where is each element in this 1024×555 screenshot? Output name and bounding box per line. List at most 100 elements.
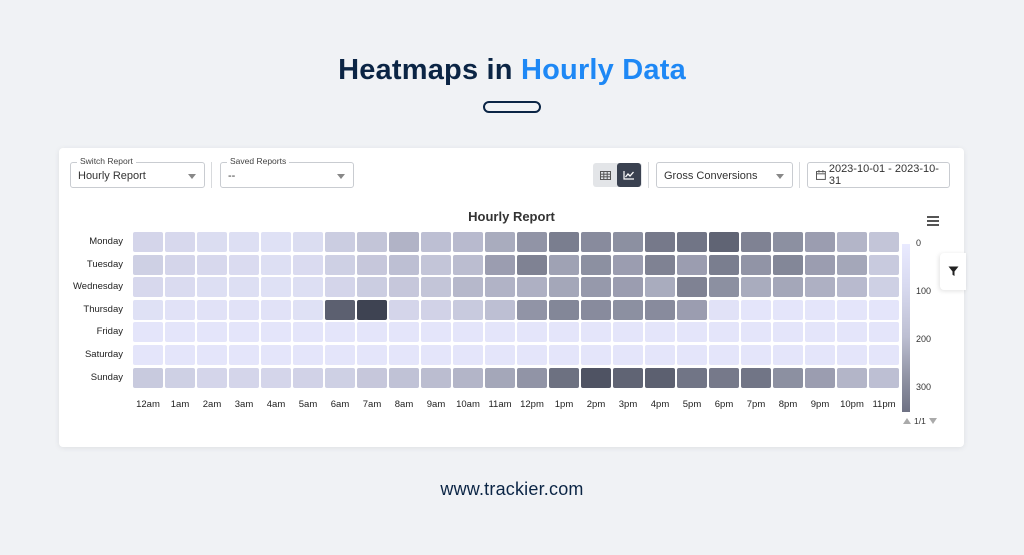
- heatmap-cell[interactable]: [293, 344, 323, 365]
- heatmap-cell[interactable]: [613, 299, 643, 320]
- heatmap-cell[interactable]: [421, 277, 451, 298]
- heatmap-cell[interactable]: [613, 277, 643, 298]
- heatmap-cell[interactable]: [741, 232, 771, 252]
- heatmap-cell[interactable]: [453, 254, 483, 275]
- heatmap-cell[interactable]: [741, 322, 771, 343]
- filter-button[interactable]: [940, 253, 966, 290]
- heatmap-cell[interactable]: [517, 367, 547, 388]
- heatmap-cell[interactable]: [677, 322, 707, 343]
- heatmap-cell[interactable]: [741, 344, 771, 365]
- heatmap-cell[interactable]: [677, 277, 707, 298]
- heatmap-cell[interactable]: [773, 322, 803, 343]
- heatmap-cell[interactable]: [517, 344, 547, 365]
- heatmap-cell[interactable]: [869, 232, 899, 252]
- heatmap-cell[interactable]: [741, 299, 771, 320]
- heatmap-cell[interactable]: [357, 322, 387, 343]
- date-range-picker[interactable]: 2023-10-01 - 2023-10-31: [807, 162, 950, 188]
- metric-select[interactable]: Gross Conversions: [656, 162, 793, 188]
- heatmap-cell[interactable]: [229, 344, 259, 365]
- heatmap-cell[interactable]: [581, 254, 611, 275]
- heatmap-cell[interactable]: [357, 299, 387, 320]
- heatmap-cell[interactable]: [389, 344, 419, 365]
- heatmap-cell[interactable]: [677, 344, 707, 365]
- heatmap-cell[interactable]: [197, 277, 227, 298]
- heatmap-cell[interactable]: [453, 367, 483, 388]
- heatmap-cell[interactable]: [517, 299, 547, 320]
- heatmap-cell[interactable]: [645, 277, 675, 298]
- switch-report-select[interactable]: Switch Report Hourly Report: [70, 155, 205, 188]
- heatmap-cell[interactable]: [197, 232, 227, 252]
- heatmap-cell[interactable]: [357, 254, 387, 275]
- heatmap-cell[interactable]: [869, 344, 899, 365]
- heatmap-cell[interactable]: [709, 344, 739, 365]
- heatmap-cell[interactable]: [709, 277, 739, 298]
- heatmap-cell[interactable]: [357, 344, 387, 365]
- heatmap-cell[interactable]: [773, 367, 803, 388]
- pager-down-icon[interactable]: [928, 418, 937, 424]
- heatmap-cell[interactable]: [549, 344, 579, 365]
- heatmap-cell[interactable]: [389, 367, 419, 388]
- heatmap-cell[interactable]: [645, 322, 675, 343]
- heatmap-cell[interactable]: [357, 277, 387, 298]
- heatmap-cell[interactable]: [645, 254, 675, 275]
- heatmap-cell[interactable]: [357, 367, 387, 388]
- heatmap-cell[interactable]: [549, 277, 579, 298]
- heatmap-cell[interactable]: [229, 277, 259, 298]
- pager-up-icon[interactable]: [903, 418, 911, 424]
- heatmap-cell[interactable]: [389, 232, 419, 252]
- heatmap-cell[interactable]: [421, 254, 451, 275]
- heatmap-cell[interactable]: [645, 367, 675, 388]
- heatmap-cell[interactable]: [293, 322, 323, 343]
- heatmap-cell[interactable]: [165, 254, 195, 275]
- heatmap-cell[interactable]: [517, 277, 547, 298]
- heatmap-cell[interactable]: [453, 344, 483, 365]
- heatmap-cell[interactable]: [549, 254, 579, 275]
- heatmap-cell[interactable]: [549, 322, 579, 343]
- heatmap-cell[interactable]: [325, 367, 355, 388]
- heatmap-cell[interactable]: [805, 322, 835, 343]
- heatmap-cell[interactable]: [709, 367, 739, 388]
- heatmap-cell[interactable]: [741, 277, 771, 298]
- heatmap-cell[interactable]: [357, 232, 387, 252]
- heatmap-cell[interactable]: [709, 322, 739, 343]
- heatmap-cell[interactable]: [581, 299, 611, 320]
- heatmap-cell[interactable]: [389, 277, 419, 298]
- heatmap-cell[interactable]: [517, 254, 547, 275]
- heatmap-cell[interactable]: [133, 299, 163, 320]
- heatmap-cell[interactable]: [837, 367, 867, 388]
- heatmap-cell[interactable]: [581, 344, 611, 365]
- heatmap-cell[interactable]: [677, 254, 707, 275]
- heatmap-cell[interactable]: [613, 232, 643, 252]
- heatmap-cell[interactable]: [229, 299, 259, 320]
- heatmap-cell[interactable]: [453, 232, 483, 252]
- heatmap-cell[interactable]: [549, 232, 579, 252]
- heatmap-cell[interactable]: [261, 322, 291, 343]
- heatmap-cell[interactable]: [133, 322, 163, 343]
- heatmap-cell[interactable]: [517, 232, 547, 252]
- heatmap-cell[interactable]: [613, 322, 643, 343]
- heatmap-cell[interactable]: [325, 232, 355, 252]
- heatmap-cell[interactable]: [421, 344, 451, 365]
- heatmap-cell[interactable]: [165, 367, 195, 388]
- heatmap-cell[interactable]: [197, 299, 227, 320]
- heatmap-cell[interactable]: [197, 344, 227, 365]
- heatmap-cell[interactable]: [421, 322, 451, 343]
- heatmap-cell[interactable]: [229, 322, 259, 343]
- heatmap-cell[interactable]: [773, 299, 803, 320]
- heatmap-cell[interactable]: [709, 232, 739, 252]
- heatmap-cell[interactable]: [645, 299, 675, 320]
- heatmap-cell[interactable]: [549, 299, 579, 320]
- heatmap-cell[interactable]: [773, 277, 803, 298]
- heatmap-cell[interactable]: [485, 254, 515, 275]
- heatmap-cell[interactable]: [837, 299, 867, 320]
- heatmap-cell[interactable]: [421, 299, 451, 320]
- heatmap-cell[interactable]: [741, 254, 771, 275]
- heatmap-cell[interactable]: [709, 299, 739, 320]
- heatmap-cell[interactable]: [805, 232, 835, 252]
- chart-view-button[interactable]: [617, 163, 641, 187]
- heatmap-cell[interactable]: [229, 367, 259, 388]
- heatmap-cell[interactable]: [133, 277, 163, 298]
- heatmap-cell[interactable]: [389, 322, 419, 343]
- heatmap-cell[interactable]: [773, 254, 803, 275]
- heatmap-cell[interactable]: [837, 322, 867, 343]
